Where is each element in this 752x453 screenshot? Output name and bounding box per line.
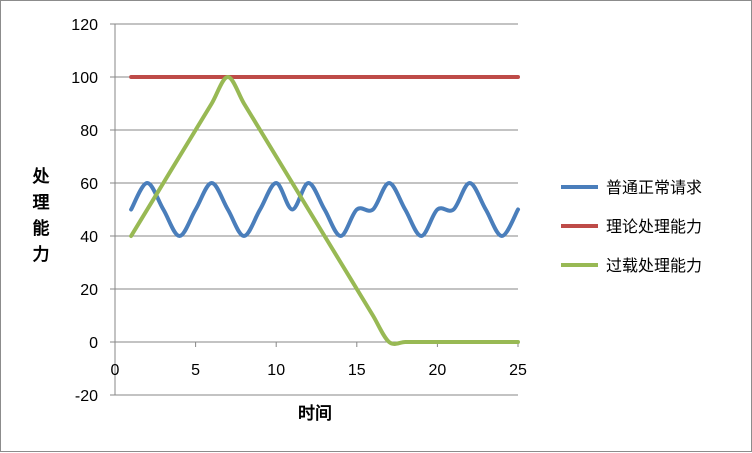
x-tick-label: 10 bbox=[267, 362, 285, 379]
x-tick-label: 25 bbox=[509, 362, 527, 379]
x-tick-label: 15 bbox=[348, 362, 366, 379]
y-tick-label: 20 bbox=[80, 282, 98, 299]
y-axis-title-char: 处 bbox=[32, 166, 51, 187]
x-tick-labels: 0 5 10 15 20 25 bbox=[111, 362, 527, 379]
x-tick-label: 20 bbox=[429, 362, 447, 379]
y-axis-title-char: 理 bbox=[33, 193, 50, 213]
axes bbox=[110, 23, 519, 396]
legend-label-2: 理论处理能力 bbox=[606, 217, 702, 236]
y-tick-label: 60 bbox=[80, 176, 98, 193]
y-axis-title: 处理能力 bbox=[32, 166, 51, 265]
series-line-3 bbox=[129, 75, 520, 346]
y-tick-label: 80 bbox=[80, 123, 98, 140]
y-tick-label: -20 bbox=[75, 388, 98, 405]
y-tick-label: 0 bbox=[89, 335, 98, 352]
x-tick-label: 5 bbox=[191, 362, 200, 379]
gridlines bbox=[115, 23, 518, 396]
y-tick-label: 100 bbox=[71, 70, 98, 87]
series-line-1 bbox=[129, 181, 520, 238]
x-axis-title: 时间 bbox=[298, 403, 332, 424]
y-tick-labels: -20 0 20 40 60 80 100 120 bbox=[71, 17, 98, 405]
legend-label-1: 普通正常请求 bbox=[606, 178, 702, 197]
x-tick-label: 0 bbox=[111, 362, 120, 379]
y-axis-title-char: 力 bbox=[33, 244, 50, 265]
y-axis-title-char: 能 bbox=[33, 218, 50, 239]
y-tick-label: 120 bbox=[71, 17, 98, 34]
y-tick-label: 40 bbox=[80, 229, 98, 246]
legend-label-3: 过载处理能力 bbox=[606, 256, 702, 275]
series-lines bbox=[129, 75, 520, 346]
